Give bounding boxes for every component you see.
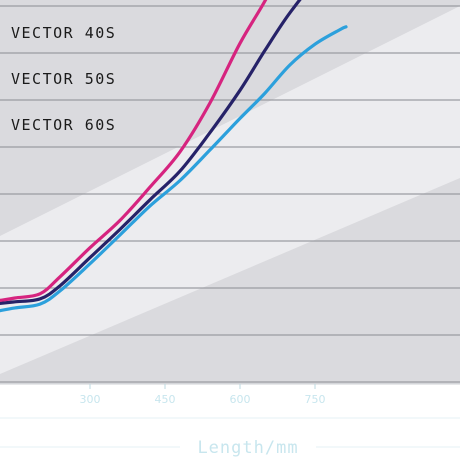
x-axis: 300 450 600 750 Length/mm xyxy=(0,383,460,458)
plot-background xyxy=(0,0,460,384)
series-line-vector-40s xyxy=(0,0,268,303)
diagonal-band-bottom xyxy=(0,178,460,384)
series-line-vector-50s xyxy=(0,0,302,305)
legend-label: VECTOR 50S xyxy=(11,70,116,88)
diagonal-band-top xyxy=(0,0,460,236)
legend-label: VECTOR 60S xyxy=(11,116,116,134)
x-tick-label: 300 xyxy=(80,393,101,406)
series-line-vector-60s xyxy=(0,25,348,313)
x-axis-title: Length/mm xyxy=(197,438,298,458)
legend: VECTOR 40S VECTOR 50S VECTOR 60S xyxy=(11,24,116,134)
x-tick-label: 600 xyxy=(230,393,251,406)
series-lines xyxy=(0,0,348,313)
x-tick-label: 450 xyxy=(155,393,176,406)
legend-label: VECTOR 40S xyxy=(11,24,116,42)
x-tick-label: 750 xyxy=(305,393,326,406)
gridlines xyxy=(0,5,460,383)
